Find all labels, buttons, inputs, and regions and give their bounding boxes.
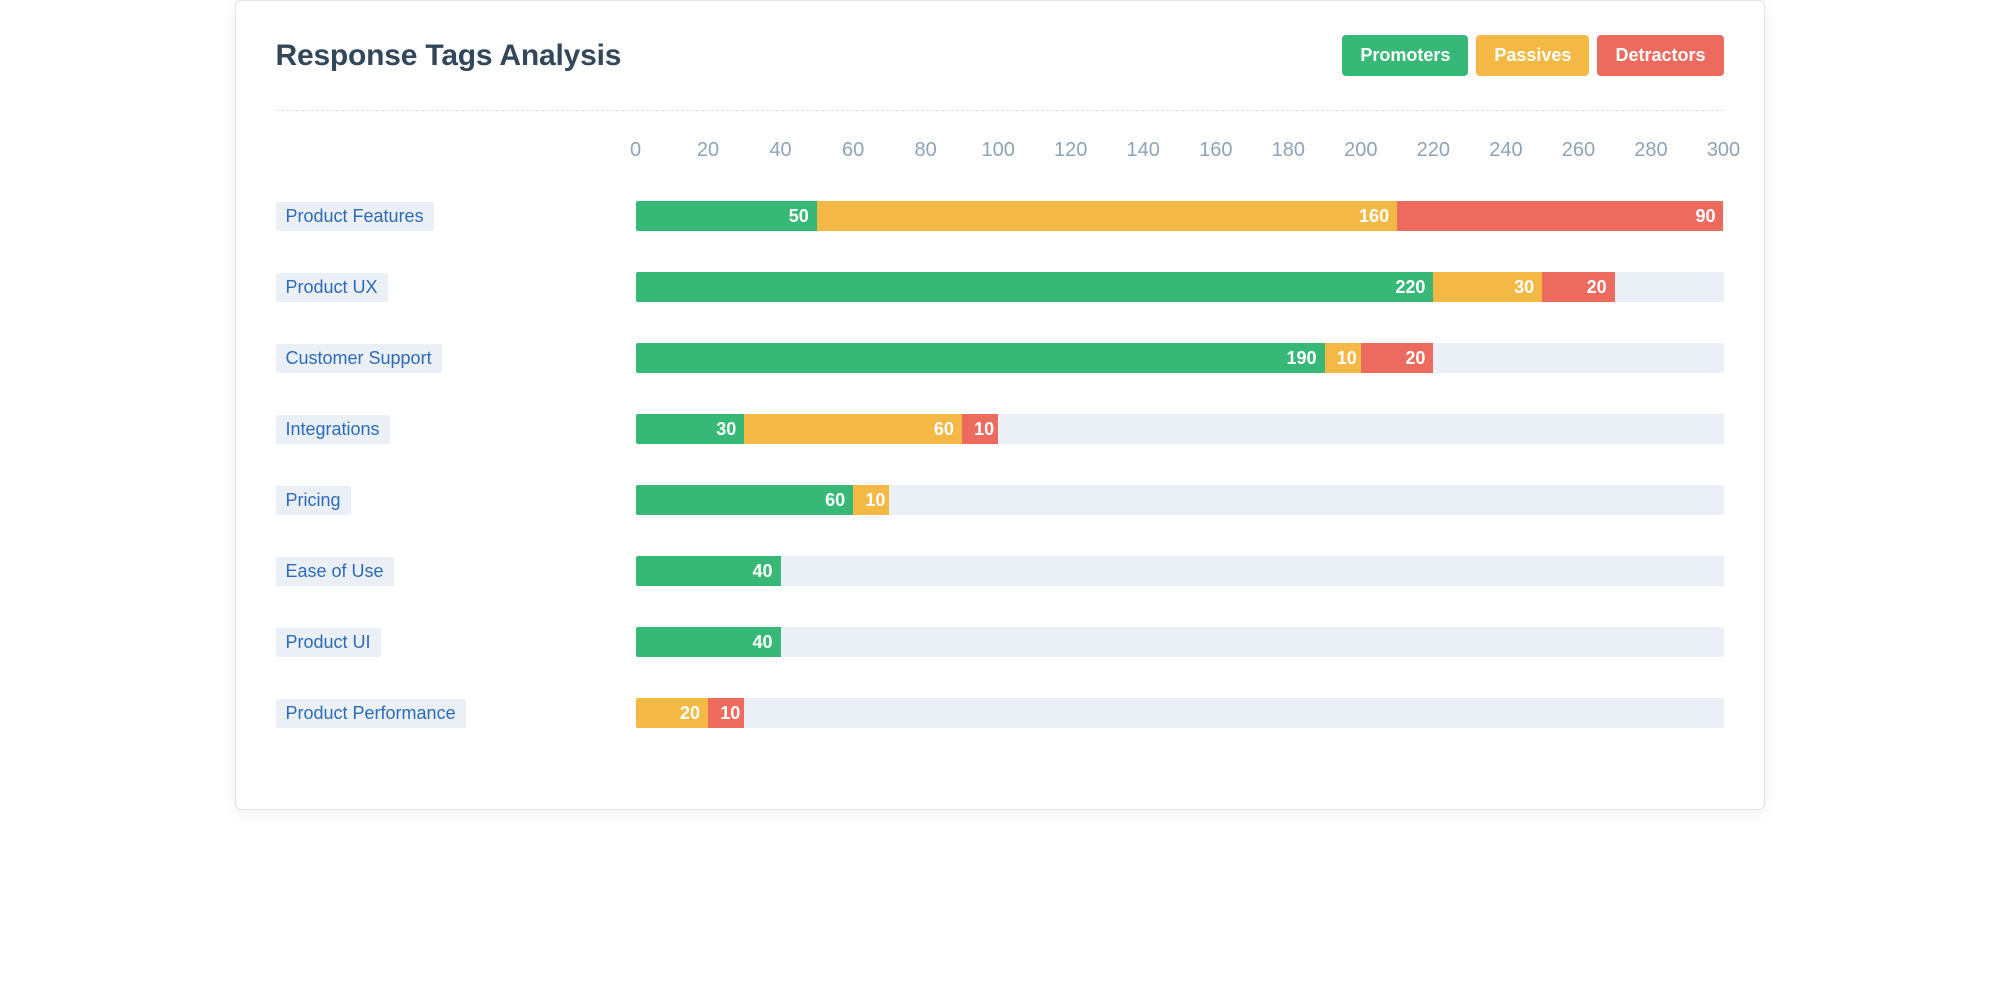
row-label[interactable]: Pricing	[276, 486, 351, 515]
row-label[interactable]: Product Performance	[276, 699, 466, 728]
bar-segment-passives[interactable]: 20	[636, 698, 709, 728]
legend-chip-passives[interactable]: Passives	[1476, 35, 1589, 76]
row-label-wrap: Product Features	[276, 201, 626, 231]
row-label[interactable]: Customer Support	[276, 344, 442, 373]
bar-track: 1901020	[636, 343, 1724, 373]
bar-segment-promoters[interactable]: 50	[636, 201, 817, 231]
row-label-wrap: Integrations	[276, 414, 626, 444]
row-label-wrap: Product Performance	[276, 698, 626, 728]
axis-tick: 140	[1127, 139, 1160, 162]
axis-tick: 220	[1417, 139, 1450, 162]
bar-track: 306010	[636, 414, 1724, 444]
row-label[interactable]: Product UI	[276, 628, 381, 657]
axis-tick: 40	[769, 139, 791, 162]
bar-segment-promoters[interactable]: 40	[636, 627, 781, 657]
bar-segment-promoters[interactable]: 60	[636, 485, 854, 515]
legend-chip-detractors[interactable]: Detractors	[1597, 35, 1723, 76]
axis-tick: 0	[630, 139, 641, 162]
card-title: Response Tags Analysis	[276, 39, 622, 73]
divider	[276, 110, 1724, 111]
row-label-wrap: Product UI	[276, 627, 626, 657]
axis-tick: 240	[1489, 139, 1522, 162]
axis-tick: 300	[1707, 139, 1740, 162]
row-label[interactable]: Product UX	[276, 273, 388, 302]
axis-tick: 60	[842, 139, 864, 162]
bar-segment-passives[interactable]: 10	[853, 485, 889, 515]
bar-segment-detractors[interactable]: 10	[708, 698, 744, 728]
legend: PromotersPassivesDetractors	[1334, 35, 1723, 76]
axis-tick: 260	[1562, 139, 1595, 162]
axis-tick: 20	[697, 139, 719, 162]
bar-track: 2203020	[636, 272, 1724, 302]
card-header: Response Tags Analysis PromotersPassives…	[276, 35, 1724, 76]
axis-tick: 120	[1054, 139, 1087, 162]
row-label-wrap: Product UX	[276, 272, 626, 302]
axis-tick: 280	[1634, 139, 1667, 162]
row-label-wrap: Pricing	[276, 485, 626, 515]
axis-spacer	[276, 139, 626, 201]
bar-segment-detractors[interactable]: 10	[962, 414, 998, 444]
response-tags-card: Response Tags Analysis PromotersPassives…	[235, 0, 1765, 810]
legend-chip-promoters[interactable]: Promoters	[1342, 35, 1468, 76]
axis-tick: 160	[1199, 139, 1232, 162]
bar-track: 6010	[636, 485, 1724, 515]
row-label[interactable]: Integrations	[276, 415, 390, 444]
row-label-wrap: Customer Support	[276, 343, 626, 373]
bar-segment-detractors[interactable]: 90	[1397, 201, 1723, 231]
bar-segment-promoters[interactable]: 220	[636, 272, 1434, 302]
axis-tick: 80	[915, 139, 937, 162]
bar-track: 2010	[636, 698, 1724, 728]
bar-segment-promoters[interactable]: 190	[636, 343, 1325, 373]
bar-segment-passives[interactable]: 60	[744, 414, 962, 444]
bar-track: 5016090	[636, 201, 1724, 231]
bar-segment-passives[interactable]: 10	[1325, 343, 1361, 373]
row-label[interactable]: Product Features	[276, 202, 434, 231]
row-label[interactable]: Ease of Use	[276, 557, 394, 586]
bar-track: 40	[636, 556, 1724, 586]
bar-segment-detractors[interactable]: 20	[1361, 343, 1434, 373]
bar-segment-promoters[interactable]: 30	[636, 414, 745, 444]
stacked-bar-chart: 0 20 40 60 80 100 120 140 160 180 200 220 240 260 280 3…	[276, 139, 1724, 769]
axis-tick: 100	[981, 139, 1014, 162]
axis-tick: 200	[1344, 139, 1377, 162]
bar-segment-passives[interactable]: 30	[1433, 272, 1542, 302]
bar-segment-passives[interactable]: 160	[817, 201, 1397, 231]
bar-segment-detractors[interactable]: 20	[1542, 272, 1615, 302]
x-axis: 0204060801001201401601802002202402602803…	[636, 139, 1724, 165]
row-label-wrap: Ease of Use	[276, 556, 626, 586]
axis-tick: 180	[1272, 139, 1305, 162]
bar-segment-promoters[interactable]: 40	[636, 556, 781, 586]
bar-track: 40	[636, 627, 1724, 657]
